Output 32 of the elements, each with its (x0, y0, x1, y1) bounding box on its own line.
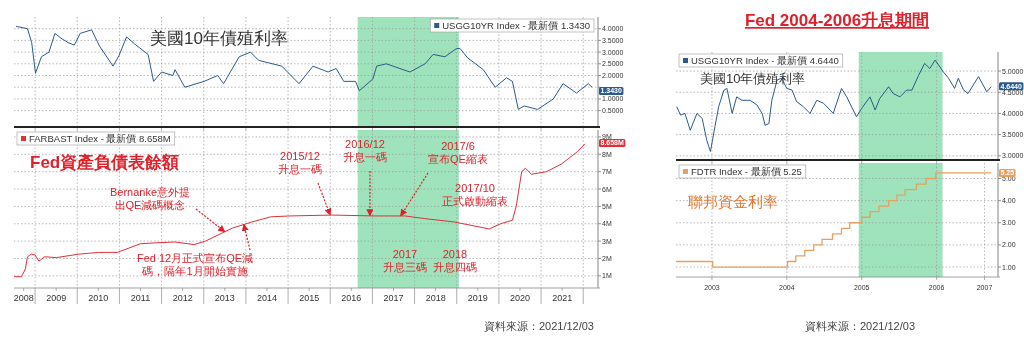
legend-label: FARBAST Index - 最新價 8.658M (29, 133, 171, 144)
annotation: Fed資產負債表餘額 (30, 153, 180, 172)
x-tick-label: 2014 (256, 293, 278, 303)
x-tick-label: 2008 (13, 293, 34, 303)
annotation: 美國10年債殖利率 (150, 29, 288, 48)
annotation: Fed 12月正式宣布QE減碼，隔年1月開始實施 (136, 252, 254, 278)
annotation: 2017/6宣布QE縮表 (428, 140, 488, 166)
x-tick-label: 2019 (467, 293, 488, 303)
legend-label: USGG10YR Index - 最新價 4.6440 (691, 55, 839, 66)
x-tick-label: 2017 (383, 293, 404, 303)
x-tick-label: 2010 (88, 293, 109, 303)
annotation: 2015/12升息一碼 (278, 150, 322, 176)
x-tick-label: 2020 (509, 293, 531, 303)
annotation: Bernanke意外提出QE減碼概念 (109, 186, 191, 212)
x-tick-label: 2016 (341, 293, 362, 303)
annotation: 2016/12升息一碼 (343, 138, 387, 164)
source-note: 資料來源：2021/12/03 (483, 320, 594, 332)
annotation: 美國10年債殖利率 (700, 71, 806, 86)
annotation: 2017升息三碼 (383, 248, 427, 274)
source-note: 資料來源：2021/12/03 (804, 320, 916, 332)
annotation: 聯邦資金利率 (688, 193, 778, 210)
annotation: 2017/10正式啟動縮表 (442, 182, 508, 208)
annotation: 2018升息四碼 (433, 248, 477, 274)
legend-label: FDTR Index - 最新價 5.25 (691, 166, 802, 177)
x-tick-label: 2012 (172, 293, 193, 303)
x-tick-label: 2009 (46, 293, 67, 303)
x-tick-label: 2018 (425, 293, 446, 303)
x-tick-label: 2013 (214, 293, 235, 303)
x-tick-label: 2015 (299, 293, 320, 303)
x-tick-label: 2021 (552, 293, 573, 303)
x-tick-label: 2011 (130, 293, 151, 303)
legend-label: USGG10YR Index - 最新價 1.3430 (442, 20, 590, 31)
